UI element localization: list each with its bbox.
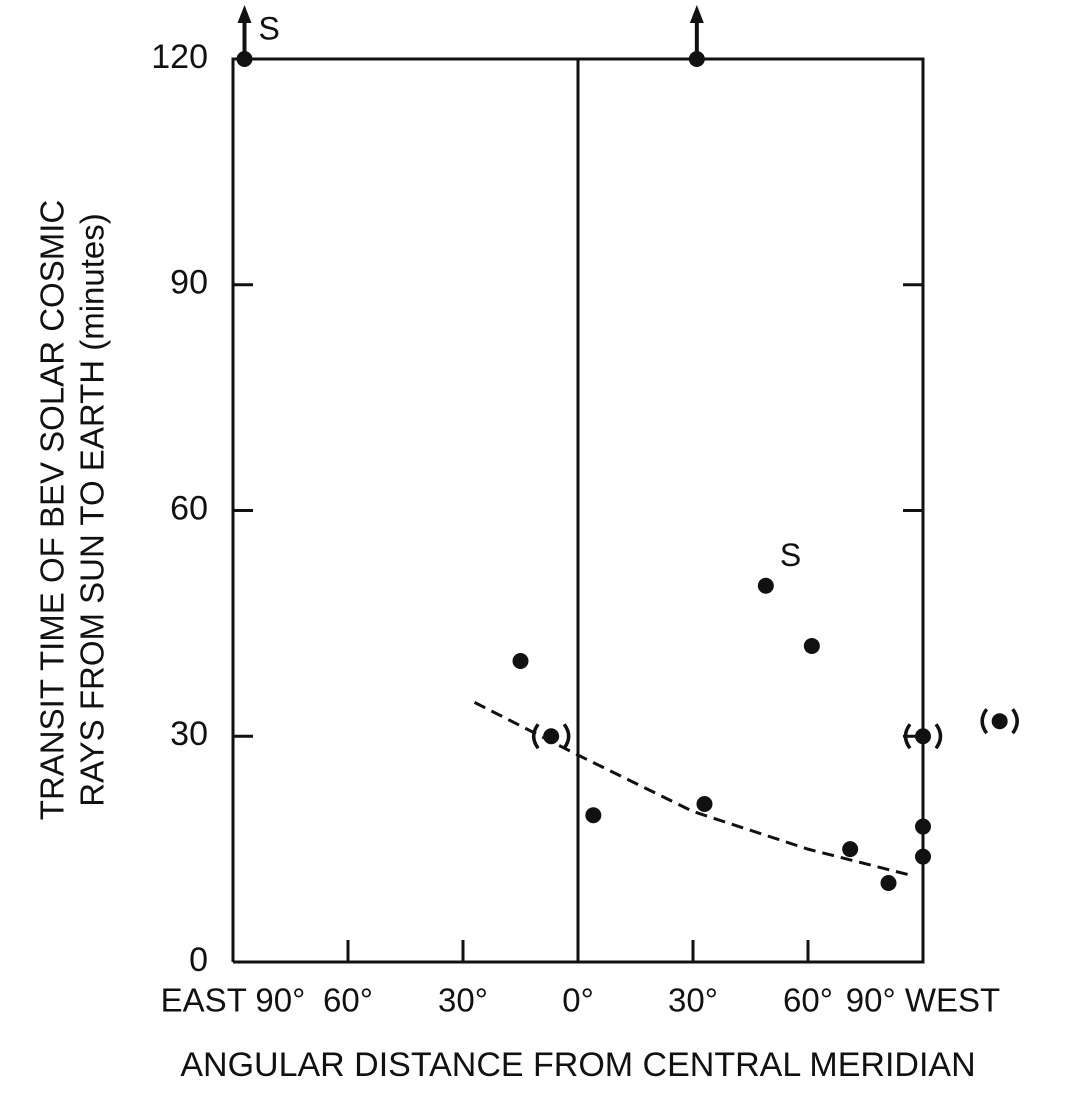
- point-group: [757, 577, 774, 594]
- point: [803, 637, 820, 654]
- y-tick-label: 30: [170, 715, 208, 753]
- x-tick-label: 60°: [323, 982, 373, 1019]
- point-group: [585, 807, 602, 824]
- y-axis-title: TRANSIT TIME OF BEV SOLAR COSMIC RAYS FR…: [34, 200, 111, 820]
- bracket: [903, 723, 912, 750]
- point-group: [915, 848, 931, 865]
- point: [757, 577, 774, 594]
- point: [915, 818, 931, 835]
- y-label-line: TRANSIT TIME OF BEV SOLAR COSMIC: [34, 200, 71, 820]
- point: [880, 874, 897, 891]
- point-group: [903, 723, 943, 750]
- point: [696, 795, 713, 812]
- x-tick-label: 30°: [438, 982, 488, 1019]
- point-group: [842, 841, 859, 858]
- point-group: [512, 653, 529, 669]
- x-tick-label: 30°: [668, 982, 718, 1019]
- arrow-head: [237, 5, 252, 23]
- bracket: [562, 723, 571, 750]
- point: [991, 713, 1008, 730]
- y-tick-label: 0: [189, 941, 208, 979]
- point: [915, 728, 931, 745]
- x-tick-label: 60°: [783, 982, 833, 1019]
- point: [585, 807, 602, 824]
- point: [842, 841, 859, 858]
- y-label-line: RAYS FROM SUN TO EARTH (minutes): [74, 213, 111, 806]
- x-tick-label: EAST 90°: [161, 982, 306, 1019]
- point: [915, 848, 931, 865]
- bracket: [531, 723, 540, 750]
- arrow-head: [689, 5, 704, 23]
- bracket: [1011, 708, 1019, 735]
- point-group: [688, 5, 705, 67]
- x-axis-title: ANGULAR DISTANCE FROM CENTRAL MERIDIAN: [180, 1046, 975, 1084]
- point: [512, 653, 529, 669]
- bracket: [934, 723, 943, 750]
- point: [543, 728, 560, 745]
- annotation: S: [780, 537, 801, 573]
- x-tick-label: 90° WEST: [846, 982, 1000, 1019]
- point-group: [915, 818, 931, 835]
- point-group: [531, 723, 571, 750]
- point-group: [696, 795, 713, 812]
- annotation: S: [259, 10, 280, 46]
- y-tick-label: 90: [170, 264, 208, 302]
- point-group: [980, 708, 1019, 735]
- y-tick-label: 60: [170, 489, 208, 527]
- bracket: [980, 708, 989, 735]
- point-group: [880, 874, 897, 891]
- y-tick-label: 120: [151, 38, 208, 76]
- point-group: [236, 5, 253, 67]
- point-group: [803, 637, 820, 654]
- x-tick-label: 0°: [562, 982, 594, 1019]
